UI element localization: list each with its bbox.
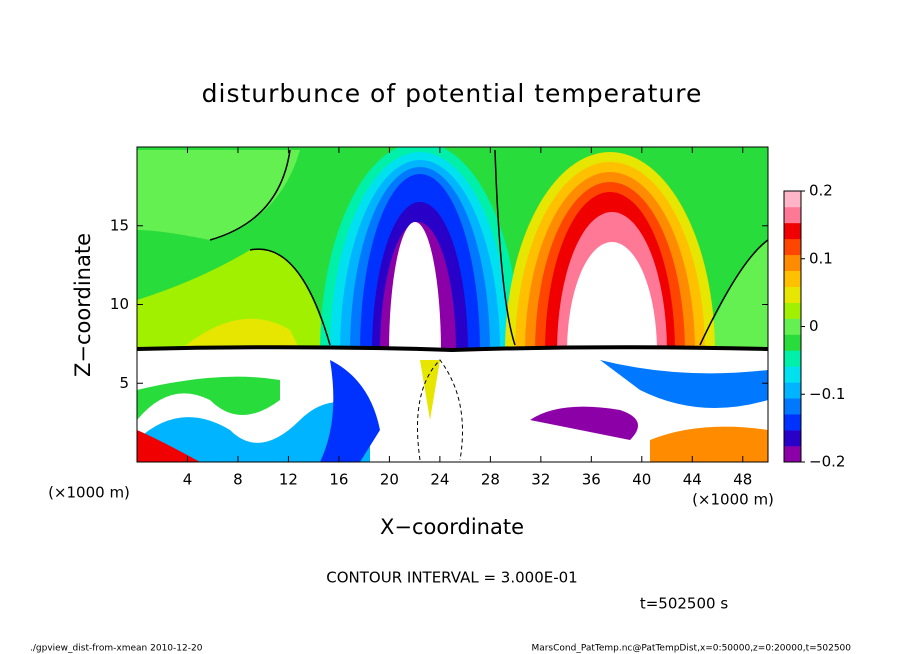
- x-tick-label: 32: [531, 471, 550, 489]
- colorbar-band: [784, 446, 801, 463]
- colorbar-band: [784, 286, 801, 303]
- x-tick-label: 4: [183, 471, 193, 489]
- x-tick-label: 12: [279, 471, 298, 489]
- colorbar-tick-label: 0.1: [809, 249, 833, 267]
- x-tick-label: 48: [733, 471, 752, 489]
- colorbar-band: [784, 430, 801, 447]
- colorbar-tick-label: −0.1: [809, 385, 845, 403]
- x-tick-label: 20: [380, 471, 399, 489]
- x-axis-label: X−coordinate: [380, 515, 524, 539]
- y-tick-label: 10: [110, 295, 129, 313]
- footer-left: ./gpview_dist-from-xmean 2010-12-20: [30, 644, 203, 654]
- y-tick-label: 15: [110, 216, 129, 234]
- field: [137, 147, 768, 462]
- x-tick-label: 24: [430, 471, 449, 489]
- contour-interval: CONTOUR INTERVAL = 3.000E-01: [326, 569, 577, 587]
- colorbar-tick-label: −0.2: [809, 453, 845, 471]
- y-unit: (×1000 m): [48, 484, 130, 502]
- colorbar-band: [784, 398, 801, 415]
- x-tick-label: 28: [481, 471, 500, 489]
- colorbar-band: [784, 191, 801, 208]
- colorbar-band: [784, 222, 801, 240]
- colorbar-band: [784, 318, 801, 335]
- x-unit: (×1000 m): [692, 491, 774, 509]
- colorbar-band: [784, 366, 801, 383]
- colorbar-band: [784, 206, 801, 224]
- chart-title: disturbunce of potential temperature: [202, 79, 703, 108]
- colorbar-band: [784, 414, 801, 431]
- colorbar-tick-label: 0: [809, 317, 819, 335]
- colorbar-band: [784, 270, 801, 287]
- colorbar-band: [784, 238, 801, 256]
- x-tick-label: 44: [683, 471, 702, 489]
- time-label: t=502500 s: [640, 595, 728, 613]
- y-axis-label: Z−coordinate: [71, 233, 95, 377]
- colorbar-tick-label: 0.2: [809, 182, 833, 200]
- footer-right: MarsCond_PatTemp.nc@PatTempDist,x=0:5000…: [531, 644, 851, 654]
- colorbar-band: [784, 254, 801, 272]
- colorbar-band: [784, 334, 801, 351]
- x-tick-label: 36: [582, 471, 601, 489]
- colorbar-band: [784, 382, 801, 399]
- x-tick-label: 16: [329, 471, 348, 489]
- y-tick-label: 5: [119, 374, 129, 392]
- x-tick-label: 8: [233, 471, 243, 489]
- colorbar-band: [784, 302, 801, 319]
- colorbar-band: [784, 350, 801, 367]
- x-tick-label: 40: [632, 471, 651, 489]
